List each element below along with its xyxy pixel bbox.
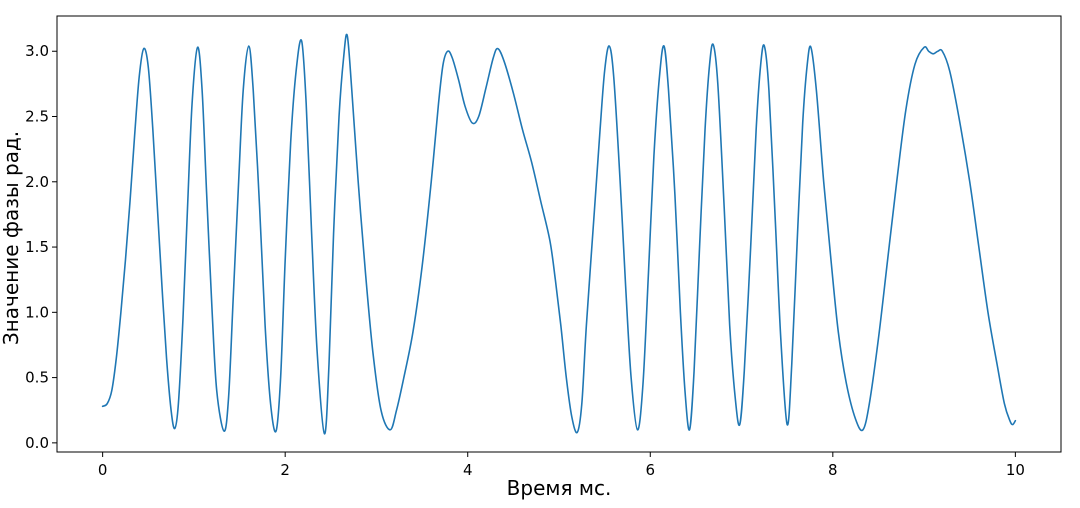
x-axis-title: Время мс. [507,476,612,500]
x-tick-label: 6 [645,461,655,479]
x-tick-label: 4 [463,461,473,479]
x-tick-label: 8 [828,461,838,479]
x-axis-ticks: 0 2 4 6 8 10 [98,452,1025,479]
y-tick-label: 3.0 [25,42,49,60]
y-tick-label: 0.0 [25,434,49,452]
series-line [101,33,1017,435]
x-tick-label: 10 [1006,461,1025,479]
y-tick-label: 0.5 [25,369,49,387]
y-axis-title: Значение фазы рад. [0,131,23,345]
x-tick-label: 2 [280,461,290,479]
plot-area [56,15,1062,453]
y-tick-label: 1.5 [25,238,49,256]
y-axis-ticks: 0.0 0.5 1.0 1.5 2.0 2.5 3.0 [25,42,57,452]
y-tick-label: 1.0 [25,303,49,321]
x-tick-label: 0 [98,461,108,479]
y-tick-label: 2.5 [25,108,49,126]
y-tick-label: 2.0 [25,173,49,191]
